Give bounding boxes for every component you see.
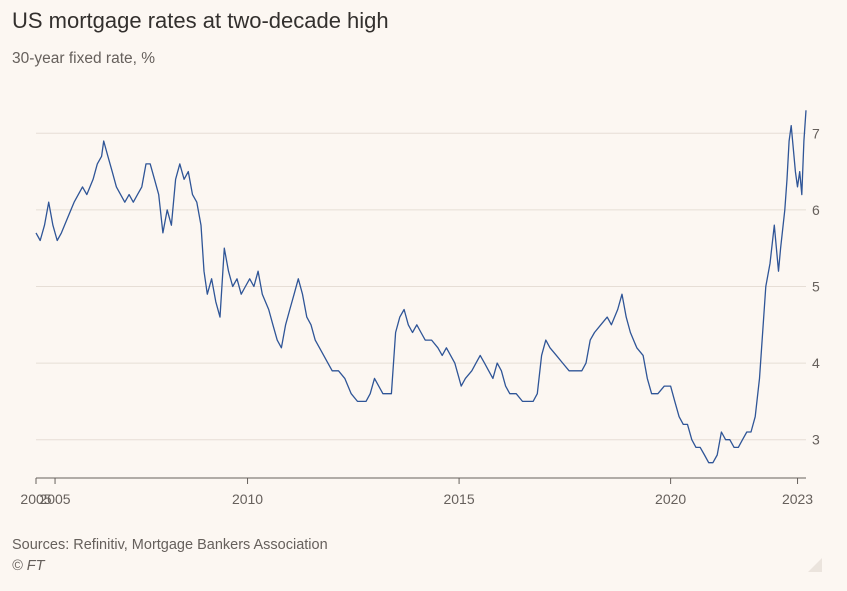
gridlines xyxy=(36,132,806,441)
y-tick-label-7: 7 xyxy=(812,125,820,141)
chart-title: US mortgage rates at two-decade high xyxy=(12,8,389,33)
y-tick-label-4: 4 xyxy=(812,355,820,371)
series-line-0 xyxy=(35,110,807,464)
x-tick-label-5: 2023 xyxy=(782,491,813,507)
x-tick-label-2: 2010 xyxy=(232,491,263,507)
chart-subtitle: 30-year fixed rate, % xyxy=(12,50,156,67)
x-tick-label-4: 2020 xyxy=(655,491,686,507)
x-tick-label-0: 2005 xyxy=(20,491,51,507)
y-tick-label-3: 3 xyxy=(812,432,820,448)
corner-mark xyxy=(808,558,822,572)
copyright-note: © FT xyxy=(12,558,45,574)
y-tick-label-6: 6 xyxy=(812,202,820,218)
x-tick-label-3: 2015 xyxy=(443,491,474,507)
y-axis-labels: 3 4 5 6 7 xyxy=(812,125,820,447)
source-note: Sources: Refinitiv, Mortgage Bankers Ass… xyxy=(12,537,328,553)
y-tick-label-5: 5 xyxy=(812,279,820,295)
x-tick-label-1: 2005 xyxy=(39,491,70,507)
series-layer xyxy=(35,110,807,464)
